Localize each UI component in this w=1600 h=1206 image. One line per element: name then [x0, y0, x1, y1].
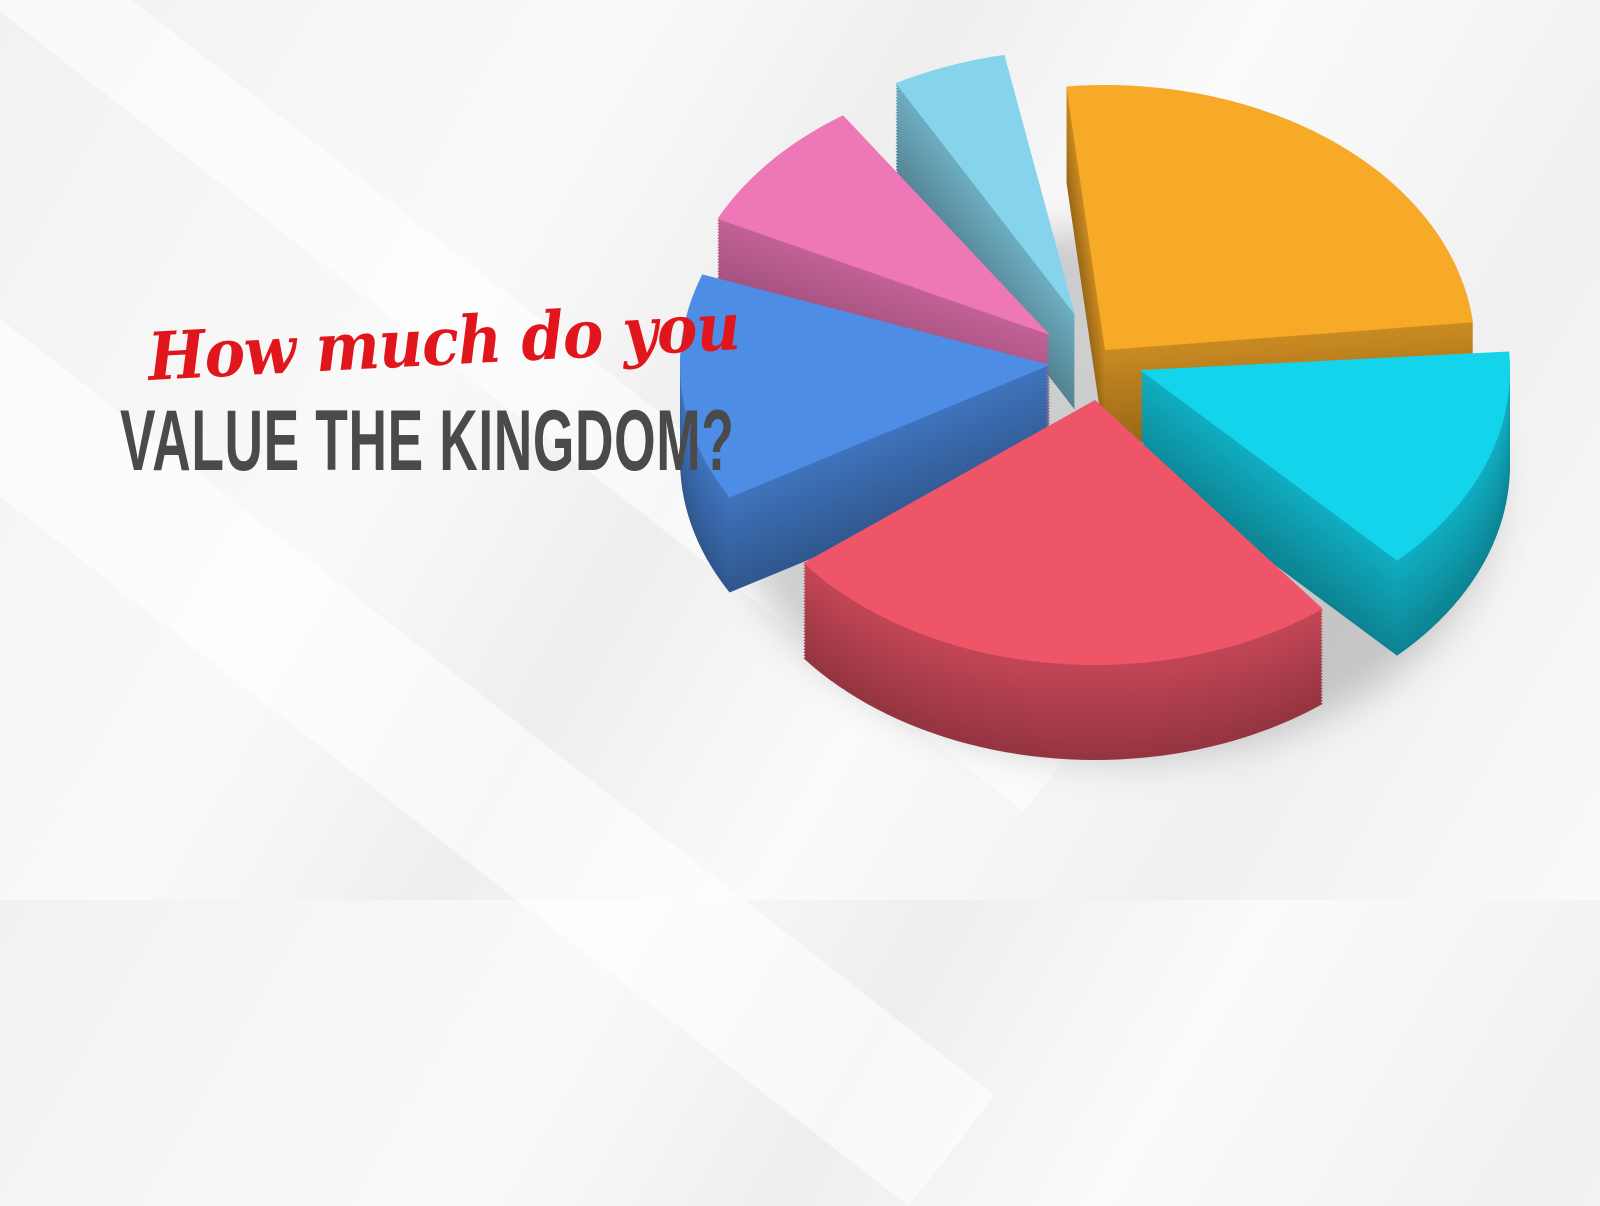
- pie-slice-top: [895, 54, 1075, 315]
- pie-slice-cyan: [1140, 351, 1510, 656]
- pie-slice-top: [1066, 85, 1473, 350]
- pie-slice-top: [717, 115, 1050, 335]
- pie-slice-top: [803, 400, 1323, 665]
- pie-slice-top: [680, 274, 1050, 498]
- decorative-3d-pie-graphic: [680, 54, 1510, 760]
- pie-slice-orange: [1066, 85, 1473, 445]
- pie-slice-top: [1140, 351, 1510, 561]
- pie-slice-red: [803, 400, 1323, 760]
- pie-slice-blue: [680, 274, 1050, 593]
- headline-main-text: VALUE THE KINGDOM?: [120, 393, 735, 489]
